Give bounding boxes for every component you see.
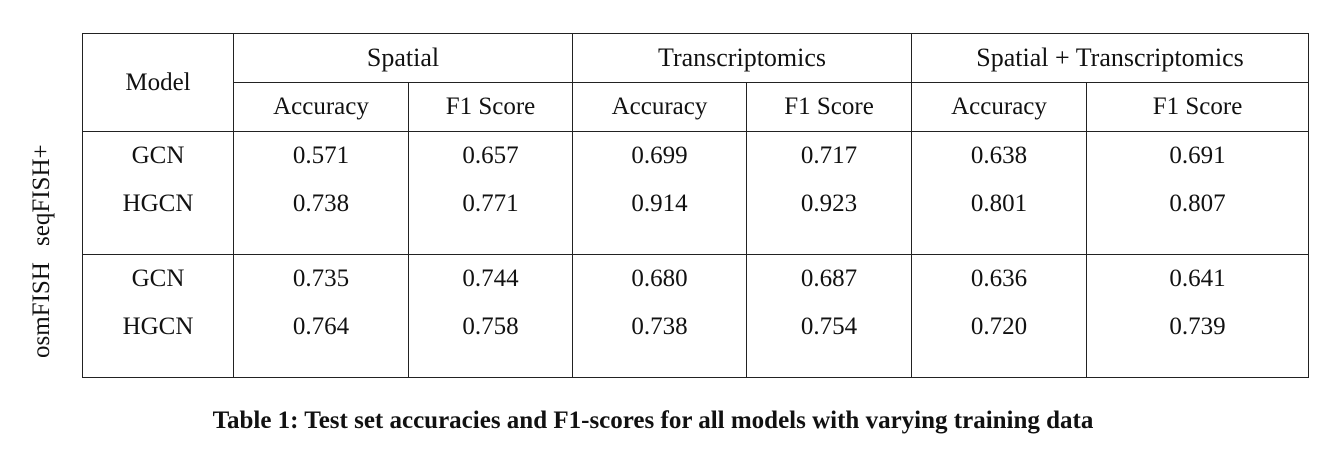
table-cell: 0.738 — [572, 303, 747, 351]
table-cell: 0.801 — [911, 180, 1087, 228]
metric-header: Accuracy — [233, 82, 409, 132]
table-cell: 0.571 — [233, 131, 409, 180]
table-cell: 0.758 — [408, 303, 573, 351]
table-row: GCN 0.571 0.657 0.699 0.717 0.638 0.691 — [82, 131, 1310, 180]
group-header-spatial: Spatial — [233, 33, 573, 83]
table-cell: 0.636 — [911, 254, 1087, 303]
table-cell: 0.923 — [745, 180, 912, 228]
model-column-header: Model — [82, 33, 234, 132]
model-name: GCN — [82, 254, 234, 303]
model-name: GCN — [82, 131, 234, 180]
model-name: HGCN — [82, 180, 234, 228]
dataset-label-osmfish: osmFISH — [28, 262, 55, 358]
table-caption: Table 1: Test set accuracies and F1-scor… — [212, 407, 1094, 434]
table-row: GCN 0.735 0.744 0.680 0.687 0.636 0.641 — [82, 254, 1310, 303]
table-cell: 0.699 — [572, 131, 747, 180]
table-cell: 0.638 — [911, 131, 1087, 180]
table-row: HGCN 0.738 0.771 0.914 0.923 0.801 0.807 — [82, 180, 1310, 228]
table-cell: 0.744 — [408, 254, 573, 303]
metric-header-row: Accuracy F1 Score Accuracy F1 Score Accu… — [83, 82, 1310, 132]
metric-header: F1 Score — [1086, 82, 1310, 132]
table-cell: 0.641 — [1086, 254, 1310, 303]
table-cell: 0.687 — [745, 254, 912, 303]
table-cell: 0.739 — [1086, 303, 1310, 351]
metric-header: F1 Score — [745, 82, 912, 132]
metric-header: Accuracy — [572, 82, 747, 132]
table-cell: 0.691 — [1086, 131, 1310, 180]
model-name: HGCN — [82, 303, 234, 351]
table-cell: 0.735 — [233, 254, 409, 303]
table-cell: 0.720 — [911, 303, 1087, 351]
table-cell: 0.738 — [233, 180, 409, 228]
results-table: Model Spatial Transcriptomics Spatial + … — [82, 33, 1310, 378]
table-row: HGCN 0.764 0.758 0.738 0.754 0.720 0.739 — [82, 303, 1310, 351]
table-cell: 0.754 — [745, 303, 912, 351]
table-cell: 0.764 — [233, 303, 409, 351]
table-cell: 0.771 — [408, 180, 573, 228]
dataset-label-seqfish: seqFISH+ — [28, 144, 55, 246]
metric-header: F1 Score — [408, 82, 573, 132]
block-spacer-row — [82, 351, 1310, 378]
table-cell: 0.657 — [408, 131, 573, 180]
metric-header: Accuracy — [911, 82, 1087, 132]
table-cell: 0.680 — [572, 254, 747, 303]
table-cell: 0.717 — [745, 131, 912, 180]
group-header-row: Model Spatial Transcriptomics Spatial + … — [82, 33, 1310, 132]
group-header-combined: Spatial + Transcriptomics — [911, 33, 1310, 83]
table-cell: 0.914 — [572, 180, 747, 228]
table-cell: 0.807 — [1086, 180, 1310, 228]
block-spacer-row — [82, 228, 1310, 255]
group-header-transcriptomics: Transcriptomics — [571, 33, 912, 83]
